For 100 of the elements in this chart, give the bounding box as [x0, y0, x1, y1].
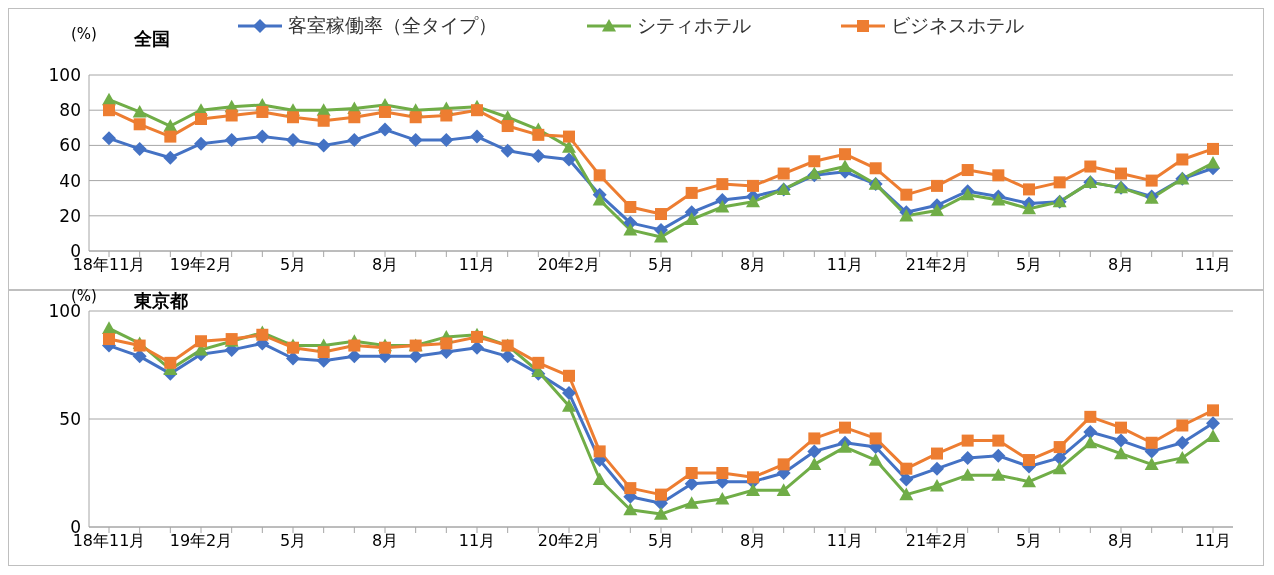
x-tick-label: 8月	[371, 255, 399, 275]
point	[807, 457, 822, 470]
y-tick-label: 20	[59, 205, 81, 226]
point	[624, 201, 637, 213]
point	[624, 482, 637, 495]
point	[132, 141, 147, 156]
x-tick-label: 8月	[371, 531, 399, 551]
point	[684, 212, 699, 225]
point	[746, 194, 760, 208]
point	[592, 192, 607, 206]
point	[961, 164, 974, 177]
point	[164, 356, 177, 369]
point	[900, 462, 913, 475]
x-tick-label: 8月	[1107, 255, 1135, 275]
point	[685, 186, 698, 199]
point	[900, 188, 913, 201]
point	[655, 488, 667, 501]
point	[593, 445, 606, 458]
point	[807, 444, 822, 459]
point	[1023, 183, 1035, 196]
legend-label: ビジネスホテル	[891, 13, 1024, 38]
point	[1053, 441, 1066, 454]
point	[1206, 156, 1220, 169]
point	[562, 386, 576, 401]
point	[776, 483, 791, 496]
point	[471, 104, 483, 117]
point	[899, 472, 914, 487]
point	[500, 143, 515, 158]
x-tick-label: 11月	[1194, 255, 1232, 275]
point	[684, 496, 699, 509]
x-tick-label: 5月	[647, 255, 675, 275]
point	[1206, 416, 1220, 431]
point	[379, 105, 391, 118]
point	[991, 448, 1006, 463]
point	[501, 120, 514, 133]
x-tick-label: 8月	[1107, 531, 1135, 551]
point	[348, 339, 361, 352]
point	[287, 111, 299, 124]
x-tick-label: 11月	[458, 531, 496, 551]
point	[440, 337, 453, 350]
point	[1115, 167, 1127, 180]
chart-title: 全国	[134, 27, 170, 51]
point	[133, 118, 146, 131]
point	[347, 349, 362, 364]
point	[777, 458, 790, 471]
x-tick-label: 5月	[1015, 531, 1043, 551]
point	[470, 129, 484, 144]
point	[623, 222, 638, 236]
point	[715, 200, 730, 213]
point	[747, 471, 759, 484]
point	[102, 131, 116, 146]
point	[163, 150, 178, 165]
point	[1176, 419, 1189, 432]
point	[746, 483, 760, 496]
y-axis-title: (%)	[71, 25, 97, 43]
x-tick-label: 11月	[826, 255, 864, 275]
point	[1114, 433, 1128, 448]
point	[562, 152, 576, 167]
x-tick-label: 20年2月	[537, 531, 601, 551]
point	[1175, 435, 1190, 450]
point	[960, 468, 975, 481]
x-tick-label: 19年2月	[169, 255, 233, 275]
point	[961, 434, 974, 447]
point	[1145, 436, 1158, 449]
point	[1114, 446, 1128, 460]
point	[132, 104, 147, 118]
point	[255, 129, 270, 144]
y-tick-label: 80	[59, 100, 81, 121]
point	[132, 349, 147, 364]
x-tick-label: 11月	[1194, 531, 1232, 551]
point	[1207, 142, 1219, 155]
point	[378, 122, 392, 137]
point	[930, 461, 944, 476]
point	[470, 340, 484, 355]
point	[716, 467, 729, 479]
point	[623, 502, 638, 516]
x-tick-label: 11月	[458, 255, 496, 275]
point	[838, 159, 852, 173]
point	[563, 369, 575, 382]
point	[592, 472, 607, 486]
point	[408, 349, 423, 364]
y-tick-label: 100	[48, 65, 81, 86]
point	[777, 167, 790, 180]
point	[408, 133, 423, 148]
point	[1145, 174, 1158, 187]
point	[1144, 457, 1159, 470]
point	[195, 335, 207, 348]
legend-label: シティホテル	[637, 13, 751, 38]
point	[563, 130, 575, 143]
point	[1176, 153, 1189, 166]
point	[562, 140, 576, 153]
x-tick-label: 8月	[739, 255, 767, 275]
point	[838, 440, 852, 453]
point	[685, 467, 698, 479]
point	[839, 421, 851, 434]
point	[1115, 421, 1127, 434]
point	[1083, 435, 1098, 449]
point	[1206, 429, 1220, 442]
x-tick-label: 5月	[647, 531, 675, 551]
point	[1175, 450, 1190, 464]
